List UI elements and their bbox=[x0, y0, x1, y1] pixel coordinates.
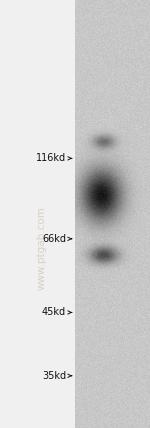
Text: 66kd: 66kd bbox=[42, 234, 72, 244]
Text: 45kd: 45kd bbox=[42, 307, 72, 318]
Text: 116kd: 116kd bbox=[36, 153, 72, 163]
Text: 35kd: 35kd bbox=[42, 371, 72, 381]
Text: www.ptgab.com: www.ptgab.com bbox=[37, 206, 47, 290]
